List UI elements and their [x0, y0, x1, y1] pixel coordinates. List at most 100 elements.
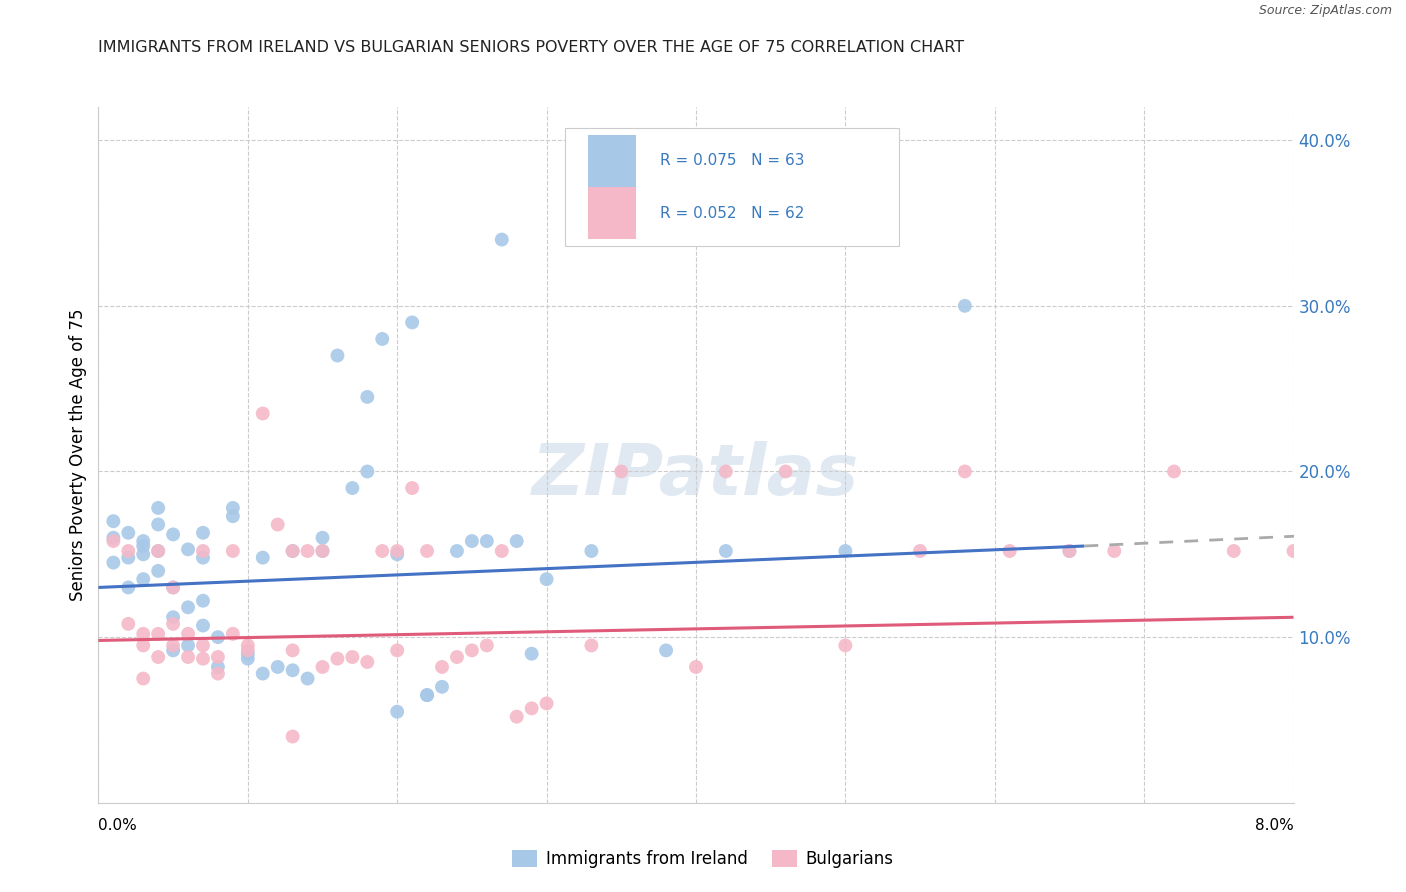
- Point: [222, 627, 245, 641]
- Point: [1059, 544, 1081, 558]
- Bar: [589, 187, 637, 239]
- Point: [834, 639, 856, 653]
- Point: [953, 299, 976, 313]
- Point: [132, 534, 155, 549]
- Y-axis label: Seniors Poverty Over the Age of 75: Seniors Poverty Over the Age of 75: [69, 309, 87, 601]
- Point: [117, 550, 139, 565]
- Point: [191, 618, 214, 632]
- Point: [177, 627, 200, 641]
- Text: Source: ZipAtlas.com: Source: ZipAtlas.com: [1258, 4, 1392, 18]
- Point: [491, 233, 513, 247]
- Point: [311, 544, 333, 558]
- Point: [177, 650, 200, 665]
- Point: [267, 517, 290, 532]
- Text: 0.0%: 0.0%: [98, 818, 138, 832]
- Text: ZIPatlas: ZIPatlas: [533, 442, 859, 510]
- Point: [252, 666, 274, 681]
- Point: [103, 531, 125, 545]
- Point: [191, 550, 214, 565]
- Point: [281, 730, 304, 744]
- Point: [222, 509, 245, 524]
- Point: [222, 544, 245, 558]
- Point: [177, 600, 200, 615]
- Point: [148, 544, 170, 558]
- Point: [1222, 544, 1246, 558]
- Point: [252, 550, 274, 565]
- Point: [401, 481, 423, 495]
- Point: [191, 525, 214, 540]
- Point: [267, 660, 290, 674]
- Point: [581, 544, 603, 558]
- Point: [998, 544, 1021, 558]
- Point: [191, 651, 214, 665]
- Point: [117, 616, 139, 631]
- Point: [461, 643, 484, 657]
- Point: [714, 544, 737, 558]
- Point: [1312, 544, 1334, 558]
- Point: [685, 660, 707, 674]
- Point: [148, 544, 170, 558]
- Text: IMMIGRANTS FROM IRELAND VS BULGARIAN SENIORS POVERTY OVER THE AGE OF 75 CORRELAT: IMMIGRANTS FROM IRELAND VS BULGARIAN SEN…: [98, 40, 965, 55]
- Point: [148, 564, 170, 578]
- Point: [207, 630, 229, 644]
- Point: [506, 709, 529, 723]
- Point: [385, 643, 409, 657]
- Point: [103, 556, 125, 570]
- Point: [371, 544, 394, 558]
- Point: [132, 627, 155, 641]
- Point: [132, 672, 155, 686]
- Point: [281, 544, 304, 558]
- Point: [446, 650, 468, 665]
- Point: [416, 688, 439, 702]
- Point: [385, 544, 409, 558]
- Point: [132, 639, 155, 653]
- Point: [162, 643, 184, 657]
- Point: [103, 514, 125, 528]
- Point: [236, 647, 259, 661]
- Point: [834, 544, 856, 558]
- Point: [311, 544, 333, 558]
- Point: [132, 547, 155, 561]
- Point: [281, 663, 304, 677]
- Point: [446, 544, 468, 558]
- Point: [655, 643, 678, 657]
- Point: [162, 581, 184, 595]
- Point: [132, 572, 155, 586]
- Point: [252, 407, 274, 421]
- Point: [117, 581, 139, 595]
- Point: [117, 525, 139, 540]
- Point: [311, 660, 333, 674]
- Point: [401, 315, 423, 329]
- Point: [536, 697, 558, 711]
- Point: [475, 639, 498, 653]
- Point: [207, 660, 229, 674]
- Point: [177, 639, 200, 653]
- Point: [236, 639, 259, 653]
- Text: R = 0.052   N = 62: R = 0.052 N = 62: [661, 206, 804, 220]
- Point: [953, 465, 976, 479]
- Point: [148, 627, 170, 641]
- Point: [356, 465, 378, 479]
- Point: [281, 643, 304, 657]
- Point: [148, 500, 170, 515]
- Point: [191, 639, 214, 653]
- Point: [342, 481, 364, 495]
- Point: [430, 660, 453, 674]
- Point: [371, 332, 394, 346]
- Point: [191, 593, 214, 607]
- Point: [236, 651, 259, 665]
- Point: [281, 544, 304, 558]
- Point: [207, 666, 229, 681]
- Point: [775, 465, 797, 479]
- Point: [326, 651, 349, 665]
- Point: [222, 500, 245, 515]
- FancyBboxPatch shape: [565, 128, 900, 246]
- Point: [475, 534, 498, 549]
- Point: [148, 650, 170, 665]
- Point: [536, 572, 558, 586]
- Point: [117, 544, 139, 558]
- Point: [416, 544, 439, 558]
- Point: [191, 544, 214, 558]
- Point: [908, 544, 931, 558]
- Legend: Immigrants from Ireland, Bulgarians: Immigrants from Ireland, Bulgarians: [506, 843, 900, 875]
